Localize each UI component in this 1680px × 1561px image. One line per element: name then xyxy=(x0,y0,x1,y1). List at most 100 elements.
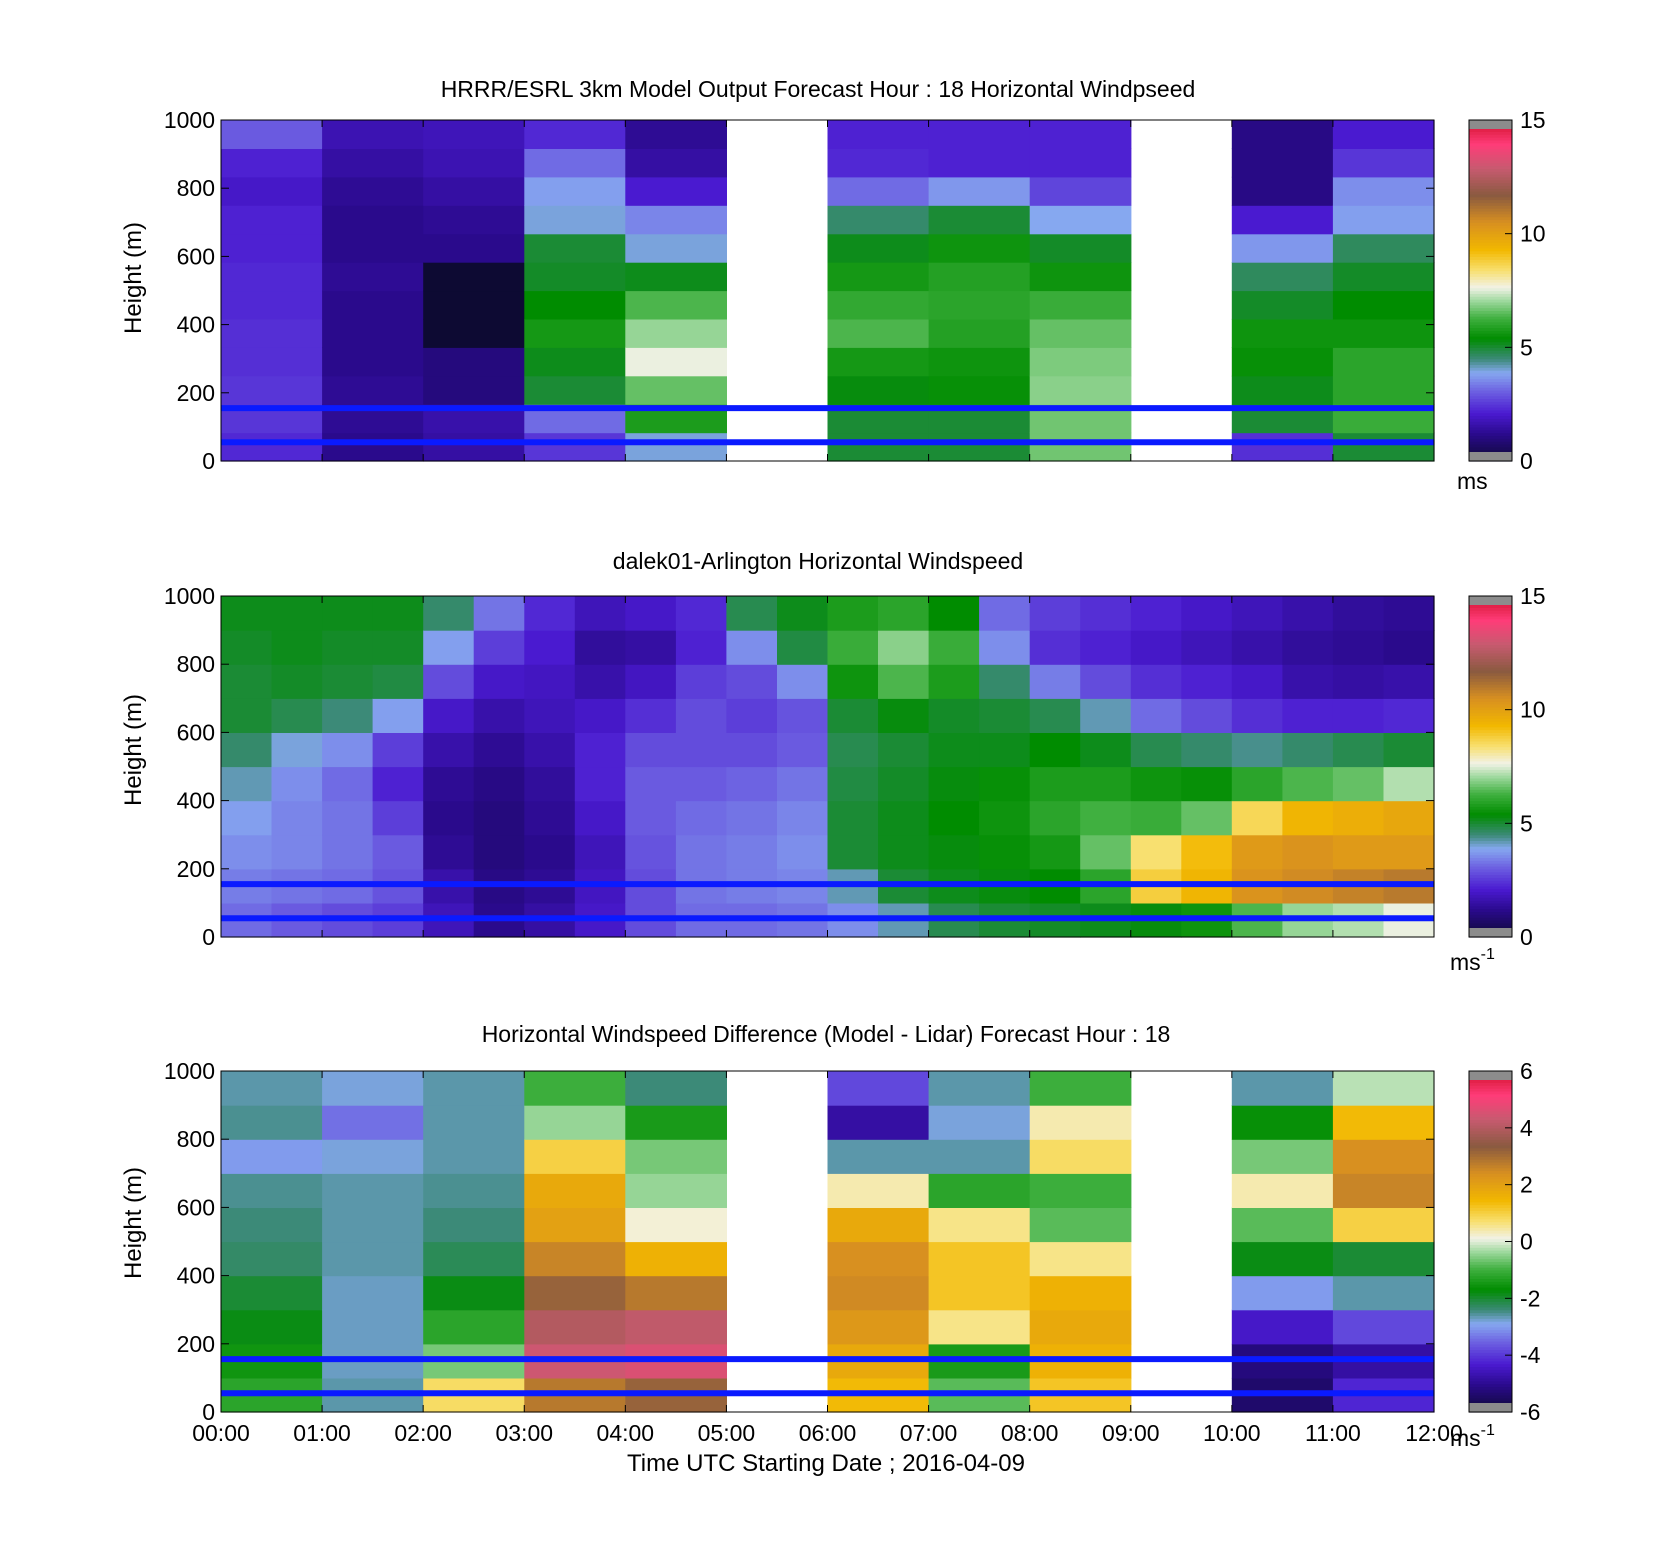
colorbar-segment xyxy=(1469,843,1512,847)
colorbar-segment xyxy=(1469,395,1512,400)
heatmap-cell xyxy=(574,732,626,768)
colorbar-segment xyxy=(1469,301,1512,306)
colorbar-segment xyxy=(1469,1363,1512,1368)
heatmap-cell xyxy=(423,1105,525,1140)
heatmap-cell xyxy=(675,596,727,631)
colorbar-tick-label: -6 xyxy=(1520,1399,1540,1425)
heatmap-cell xyxy=(423,834,475,870)
heatmap-cell xyxy=(1332,1241,1435,1277)
colorbar-segment xyxy=(1469,128,1512,132)
colorbar-segment xyxy=(1469,182,1512,186)
y-tick-label: 0 xyxy=(202,448,215,474)
heatmap-cell xyxy=(423,233,525,263)
colorbar-segment xyxy=(1469,193,1512,198)
colorbar-segment xyxy=(1469,1204,1512,1208)
colorbar-segment xyxy=(1469,151,1512,155)
colorbar-segment xyxy=(1469,338,1512,343)
colorbar-segment xyxy=(1469,897,1512,901)
heatmap-cell xyxy=(1130,698,1182,733)
y-tick-label: 600 xyxy=(177,719,215,745)
colorbar-segment xyxy=(1469,860,1512,864)
colorbar-frame xyxy=(1468,595,1513,938)
heatmap-cell xyxy=(777,664,829,699)
panel-lidar-title: dalek01-Arlington Horizontal Windspeed xyxy=(613,548,1023,574)
colorbar-segment xyxy=(1469,814,1512,819)
heatmap-cell xyxy=(1029,262,1132,292)
colorbar-segment xyxy=(1469,851,1512,856)
colorbar-segment xyxy=(1469,1230,1512,1234)
colorbar-segment xyxy=(1469,684,1512,688)
heatmap-cell xyxy=(423,1139,525,1174)
heatmap-cell xyxy=(524,698,576,733)
heatmap-cell xyxy=(1231,732,1283,768)
heatmap-cell xyxy=(1231,233,1334,263)
heatmap-cell xyxy=(221,176,323,206)
heatmap-cell xyxy=(928,1241,1031,1277)
panel-model-title: HRRR/ESRL 3km Model Output Forecast Hour… xyxy=(441,76,1196,102)
heatmap-cell xyxy=(221,1071,323,1106)
heatmap-cell xyxy=(827,318,930,348)
heatmap-cell xyxy=(1332,698,1384,733)
heatmap-cell xyxy=(524,1139,626,1174)
heatmap-cell xyxy=(827,205,930,235)
colorbar-segment xyxy=(1469,247,1512,252)
panel-model-ylabel: Height (m) xyxy=(120,222,147,334)
y-tick-label: 600 xyxy=(177,1194,215,1220)
heatmap-cell xyxy=(625,1241,727,1277)
heatmap-cell xyxy=(322,834,374,870)
heatmap-cell xyxy=(1080,766,1132,802)
heatmap-cell xyxy=(1231,664,1283,699)
heatmap-cell xyxy=(1029,630,1081,665)
colorbar-segment xyxy=(1469,871,1512,876)
heatmap-cell xyxy=(221,1309,323,1345)
heatmap-cell xyxy=(1029,1309,1132,1345)
colorbar-segment xyxy=(1469,1130,1512,1135)
heatmap-cell xyxy=(423,375,525,405)
heatmap-cell xyxy=(1332,800,1384,836)
heatmap-cell xyxy=(1080,698,1132,733)
colorbar-segment xyxy=(1469,378,1512,383)
y-tick-label: 200 xyxy=(177,380,215,406)
heatmap-cell xyxy=(1332,347,1435,377)
heatmap-cell xyxy=(625,1105,727,1140)
colorbar-segment xyxy=(1469,154,1512,158)
heatmap-cell xyxy=(1231,375,1334,405)
colorbar-segment xyxy=(1469,874,1512,878)
colorbar-segment xyxy=(1469,837,1512,841)
colorbar-segment xyxy=(1469,330,1512,334)
colorbar-segment xyxy=(1469,273,1512,277)
colorbar-segment xyxy=(1469,1147,1512,1152)
heatmap-cell xyxy=(1282,732,1334,768)
heatmap-cell xyxy=(221,120,323,149)
colorbar-segment xyxy=(1469,185,1512,189)
colorbar-segment xyxy=(1469,1386,1512,1390)
colorbar-segment xyxy=(1469,375,1512,380)
colorbar-segment xyxy=(1469,755,1512,759)
colorbar-segment xyxy=(1469,1247,1512,1251)
heatmap-cell xyxy=(574,766,626,802)
heatmap-cell xyxy=(372,698,424,733)
heatmap-cell xyxy=(1029,1071,1132,1106)
heatmap-cell xyxy=(322,732,374,768)
heatmap-cell xyxy=(827,766,879,802)
colorbar-segment xyxy=(1469,1127,1512,1132)
heatmap-cell xyxy=(1332,262,1435,292)
heatmap-cell xyxy=(625,1139,727,1174)
heatmap-cell xyxy=(1332,205,1435,235)
y-tick-label: 600 xyxy=(177,243,215,269)
colorbar-segment xyxy=(1469,1096,1512,1101)
colorbar-segment xyxy=(1469,432,1512,437)
heatmap-cell xyxy=(928,318,1031,348)
colorbar-segment xyxy=(1469,868,1512,873)
colorbar-segment xyxy=(1469,701,1512,705)
colorbar-segment xyxy=(1469,610,1512,614)
heatmap-cell xyxy=(221,664,273,699)
heatmap-cell xyxy=(625,262,727,292)
colorbar-segment xyxy=(1469,1281,1512,1285)
colorbar-segment xyxy=(1469,1144,1512,1149)
colorbar-segment xyxy=(1469,1150,1512,1155)
heatmap-cell xyxy=(1029,318,1132,348)
colorbar-segment xyxy=(1469,723,1512,728)
colorbar-segment xyxy=(1469,210,1512,215)
colorbar-segment xyxy=(1469,313,1512,317)
